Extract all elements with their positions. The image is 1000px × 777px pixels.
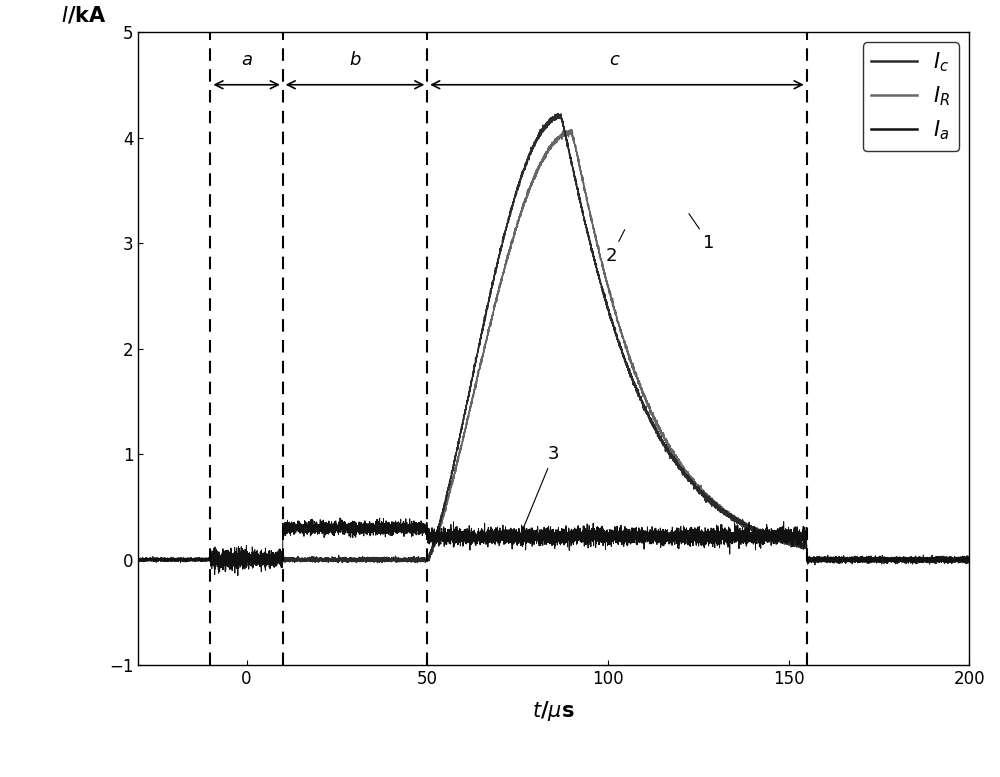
- Text: $c$: $c$: [609, 51, 621, 69]
- Text: $b$: $b$: [349, 51, 361, 69]
- Y-axis label: $I$/kA: $I$/kA: [61, 5, 107, 26]
- X-axis label: $t$/$\mu$s: $t$/$\mu$s: [532, 699, 575, 723]
- Text: 1: 1: [689, 214, 715, 252]
- Text: 2: 2: [606, 230, 625, 265]
- Text: 3: 3: [522, 445, 559, 531]
- Text: $a$: $a$: [241, 51, 253, 69]
- Legend: $I_c$, $I_R$, $I_a$: $I_c$, $I_R$, $I_a$: [863, 43, 959, 151]
